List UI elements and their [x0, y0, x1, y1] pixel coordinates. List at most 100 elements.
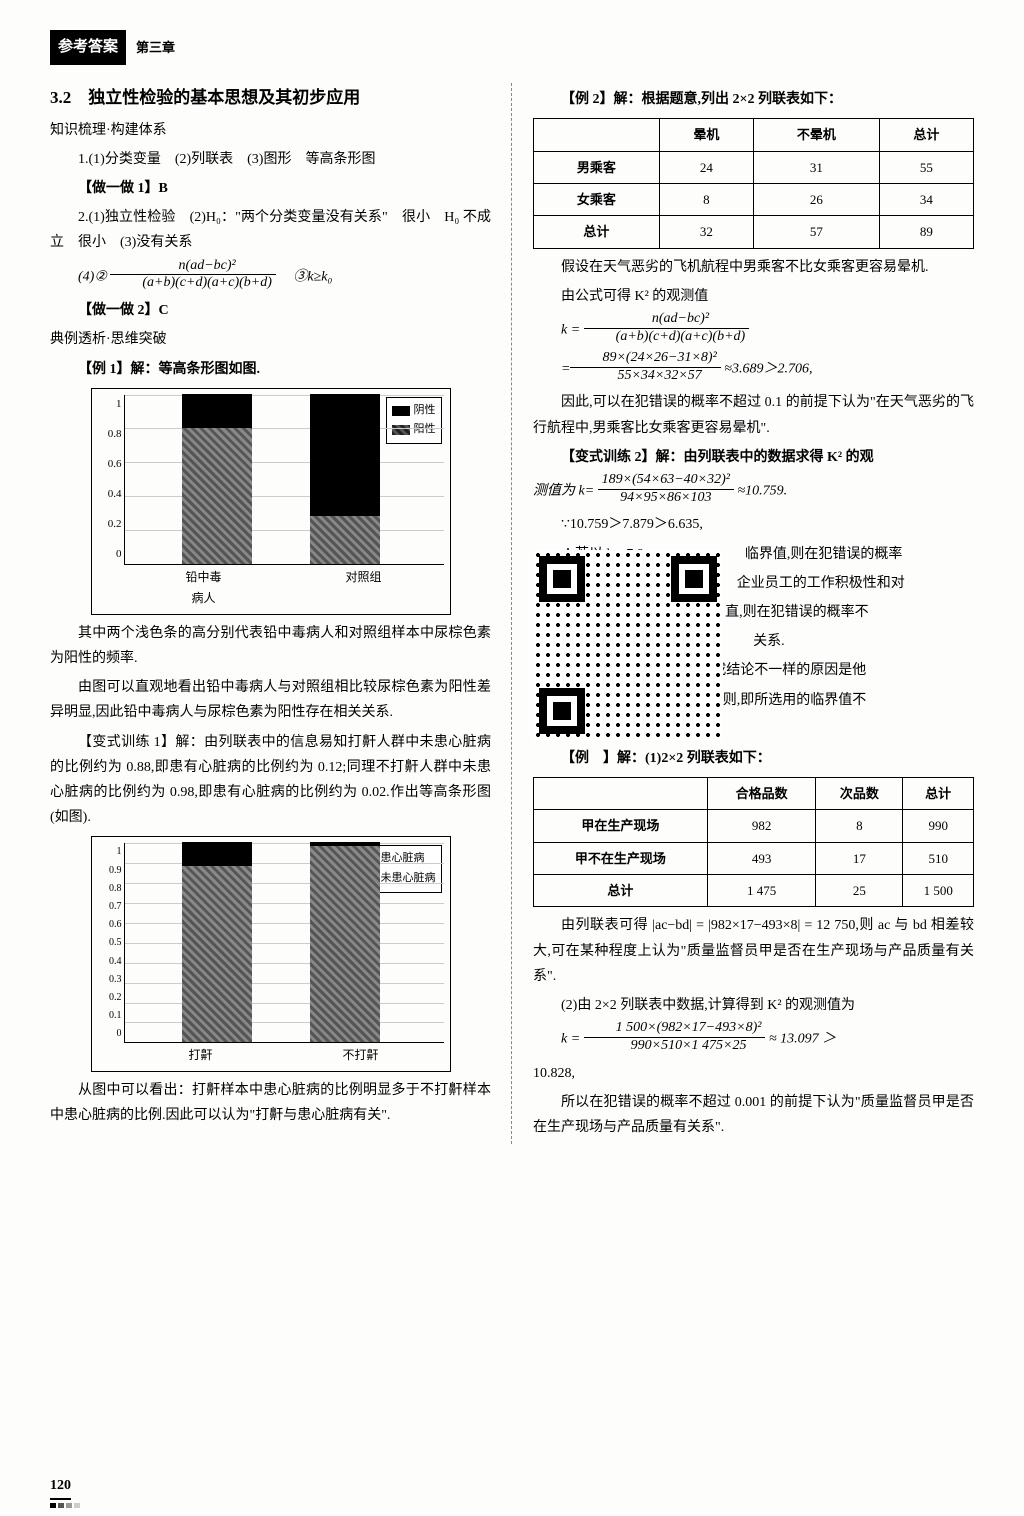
denominator: 94×95×86×103 — [598, 490, 734, 507]
text: 2.(1)独立性检验 (2)H₀："两个分类变量没有关系" 很小 H₀ 不成立 … — [50, 205, 491, 255]
ytick: 0.9 — [98, 862, 122, 880]
th: 男乘客 — [534, 151, 660, 183]
td: 57 — [753, 216, 879, 248]
bar-2 — [310, 842, 380, 1042]
text: 1.(1)分类变量 (2)列联表 (3)图形 等高条形图 — [50, 147, 491, 172]
th: 女乘客 — [534, 183, 660, 215]
chart-1: 阴性 阳性 1 0.8 0.6 0.4 0.2 0 — [91, 388, 451, 615]
text: 典例透析·思维突破 — [50, 327, 491, 352]
text: (2)由 2×2 列联表中数据,计算得到 K² 的观测值为 — [533, 993, 974, 1018]
td: 510 — [903, 842, 974, 874]
td: 493 — [707, 842, 816, 874]
table-row: 甲在生产现场9828990 — [534, 810, 974, 842]
y-axis: 1 0.8 0.6 0.4 0.2 0 — [98, 395, 122, 565]
page: 参考答案 第三章 3.2 独立性检验的基本思想及其初步应用 知识梳理·构建体系 … — [0, 0, 1024, 1516]
td: 25 — [816, 875, 903, 907]
denominator: 55×34×32×57 — [570, 368, 720, 385]
text: 由列联表可得 |ac−bd| = |982×17−493×8| = 12 750… — [533, 913, 974, 989]
qr-code — [533, 550, 723, 740]
text: 假设在天气恶劣的飞机航程中男乘客不比女乘客更容易晕机. — [533, 255, 974, 280]
text: 【做一做 2】C — [50, 298, 491, 323]
table-2: 合格品数 次品数 总计 甲在生产现场9828990 甲不在生产现场4931751… — [533, 777, 974, 908]
text: 因此,可以在犯错误的概率不超过 0.1 的前提下认为"在天气恶劣的飞行航程中,男… — [533, 390, 974, 440]
table-row: 总计1 475251 500 — [534, 875, 974, 907]
text: (4)② — [78, 269, 107, 284]
text: ≈3.689＞2.706, — [724, 361, 812, 376]
formula: (4)② n(ad−bc)²(a+b)(c+d)(a+c)(b+d) ③k≥k₀ — [50, 260, 491, 295]
text: ∵10.759＞7.879＞6.635, — [533, 512, 974, 537]
text: 测值为 k= — [533, 483, 594, 498]
two-column-layout: 3.2 独立性检验的基本思想及其初步应用 知识梳理·构建体系 1.(1)分类变量… — [50, 83, 974, 1144]
td: 31 — [753, 151, 879, 183]
th: 次品数 — [816, 777, 903, 809]
ytick: 0.2 — [98, 989, 122, 1007]
td: 8 — [659, 183, 753, 215]
bar-2 — [310, 394, 380, 564]
td: 8 — [816, 810, 903, 842]
td: 89 — [879, 216, 973, 248]
ytick: 0.8 — [98, 425, 122, 445]
plot — [124, 395, 444, 565]
table-row: 晕机 不晕机 总计 — [534, 119, 974, 151]
header-chapter: 第三章 — [136, 36, 175, 59]
xcat: 对照组 — [345, 567, 381, 610]
text: 知识梳理·构建体系 — [50, 118, 491, 143]
bar-seg-top — [310, 394, 380, 516]
bar-seg-bot — [182, 428, 252, 564]
header-block: 参考答案 — [50, 30, 126, 65]
td: 990 — [903, 810, 974, 842]
bar-1 — [182, 394, 252, 564]
bar-seg-top — [182, 842, 252, 866]
text: 【例 1】解：等高条形图如图. — [50, 357, 491, 382]
table-1: 晕机 不晕机 总计 男乘客243155 女乘客82634 总计325789 — [533, 118, 974, 249]
bar-seg-top — [182, 394, 252, 428]
td: 24 — [659, 151, 753, 183]
table-row: 合格品数 次品数 总计 — [534, 777, 974, 809]
denominator: 990×510×1 475×25 — [584, 1038, 766, 1055]
text: 其中两个浅色条的高分别代表铅中毒病人和对照组样本中尿棕色素为阳性的频率. — [50, 621, 491, 671]
bar-1 — [182, 842, 252, 1042]
ytick: 0.6 — [98, 455, 122, 475]
text: 【例 2】解：根据题意,列出 2×2 列联表如下： — [533, 87, 974, 112]
th: 总计 — [879, 119, 973, 151]
th — [534, 777, 708, 809]
ytick: 0.1 — [98, 1007, 122, 1025]
th: 不晕机 — [753, 119, 879, 151]
formula: k = n(ad−bc)²(a+b)(c+d)(a+c)(b+d) — [533, 313, 974, 348]
th — [534, 119, 660, 151]
formula: =89×(24×26−31×8)²55×34×32×57 ≈3.689＞2.70… — [533, 352, 974, 387]
td: 1 475 — [707, 875, 816, 907]
table-row: 女乘客82634 — [534, 183, 974, 215]
ytick: 0.8 — [98, 880, 122, 898]
text: k = — [561, 323, 580, 338]
td: 34 — [879, 183, 973, 215]
th: 甲在生产现场 — [534, 810, 708, 842]
bar-seg-bot — [310, 846, 380, 1042]
td: 1 500 — [903, 875, 974, 907]
th: 总计 — [534, 875, 708, 907]
t: 临界值,则在犯错误的概率 — [745, 547, 903, 562]
formula: 测值为 k= 189×(54×63−40×32)²94×95×86×103 ≈1… — [533, 474, 974, 509]
td: 32 — [659, 216, 753, 248]
table-row: 男乘客243155 — [534, 151, 974, 183]
ytick: 0 — [98, 545, 122, 565]
ytick: 0.4 — [98, 485, 122, 505]
table-row: 甲不在生产现场49317510 — [534, 842, 974, 874]
chart-2: 患心脏病 未患心脏病 1 0.9 0.8 0.7 0.6 0.5 0.4 0.3… — [91, 836, 451, 1072]
denominator: (a+b)(c+d)(a+c)(b+d) — [110, 275, 276, 292]
xcat: 不打鼾 — [342, 1045, 378, 1067]
table-row: 总计325789 — [534, 216, 974, 248]
ytick: 1 — [98, 395, 122, 415]
ytick: 0.4 — [98, 953, 122, 971]
th: 晕机 — [659, 119, 753, 151]
left-column: 3.2 独立性检验的基本思想及其初步应用 知识梳理·构建体系 1.(1)分类变量… — [50, 83, 491, 1144]
ytick: 0.6 — [98, 916, 122, 934]
text: 【例 】解：(1)2×2 列联表如下： — [533, 746, 974, 771]
ytick: 1 — [98, 843, 122, 861]
numerator: n(ad−bc)² — [110, 258, 276, 276]
td: 982 — [707, 810, 816, 842]
xcat: 铅中毒病人 — [185, 567, 221, 610]
text: 【变式训练 1】解：由列联表中的信息易知打鼾人群中未患心脏病的比例约为 0.88… — [50, 730, 491, 831]
formula: k = 1 500×(982×17−493×8)²990×510×1 475×2… — [533, 1022, 974, 1057]
ytick: 0.5 — [98, 934, 122, 952]
